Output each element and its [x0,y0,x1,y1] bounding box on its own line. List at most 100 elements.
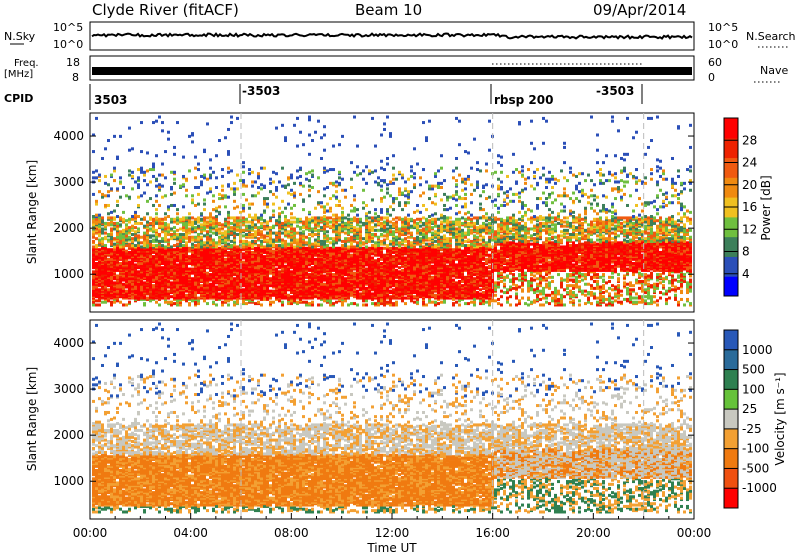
power-cell [329,246,332,250]
power-cell [224,205,227,209]
power-cell [329,224,332,228]
power-cell [260,239,263,243]
power-cell [320,201,323,205]
power-cell [200,212,203,216]
power-cell [353,206,356,210]
power-cell [227,303,230,307]
power-cell [176,228,179,232]
power-cell [269,296,272,300]
power-cell [227,299,230,303]
power-cell [155,221,158,225]
power-cell [134,226,137,230]
power-cell [188,239,191,243]
power-cell [116,199,119,203]
freq-bar-2 [492,67,642,75]
power-cell [278,231,281,235]
power-cell [338,170,341,174]
power-cell [317,237,320,241]
power-cell [299,296,302,300]
power-cell [350,217,353,221]
power-cell [176,208,179,212]
power-cell [104,203,107,207]
power-cell [248,168,251,172]
power-cell [323,210,326,214]
power-cell [173,271,176,275]
power-cell [374,281,377,285]
power-cell [203,234,206,238]
power-cell [215,215,218,219]
power-cell [188,216,191,220]
power-cell [182,155,185,159]
power-cell [383,216,386,220]
power-cell [356,244,359,248]
power-cell [176,284,179,288]
power-cell [323,170,326,174]
power-cell [320,156,323,160]
power-cell [293,203,296,207]
power-cell [263,245,266,249]
power-cell [242,223,245,227]
power-cell [188,169,191,173]
power-cell [299,226,302,230]
power-cell [191,227,194,231]
power-cell [248,202,251,206]
power-cell [152,227,155,231]
power-cell [110,252,113,256]
power-cell [281,300,284,304]
power-cell [194,296,197,300]
power-cell [320,205,323,209]
power-cell [209,226,212,230]
power-cell [242,299,245,303]
power-cell [221,188,224,192]
power-cell [242,255,245,259]
power-cell [278,215,281,219]
power-cell [158,224,161,228]
power-cell [260,248,263,252]
power-cell [164,194,167,198]
power-cell [113,179,116,183]
power-cell [95,285,98,289]
power-cell [290,246,293,250]
power-cell [125,219,128,223]
power-cell [341,244,344,248]
power-cell [161,217,164,221]
power-cell [98,179,101,183]
power-cell [164,288,167,292]
power-cell [191,282,194,286]
power-cell [209,260,212,264]
power-cell [338,223,341,227]
power-cell [155,154,158,158]
power-cell [95,169,98,173]
power-cell [107,212,110,216]
power-cell [233,192,236,196]
power-cell [359,252,362,256]
power-cell [122,217,125,221]
power-cell [317,257,320,261]
power-cell [365,216,368,220]
power-cell [305,300,308,304]
power-cell [173,235,176,239]
power-cell [122,282,125,286]
power-cell [101,227,104,231]
power-cell [359,244,362,248]
power-cell [374,291,377,295]
power-cell [290,188,293,192]
power-cell [101,195,104,199]
power-cell [206,224,209,228]
power-cell [116,203,119,207]
power-cell [104,256,107,260]
power-cell [98,216,101,220]
power-cell [293,216,296,220]
power-cell [350,177,353,181]
power-cell [218,249,221,253]
power-cell [137,234,140,238]
power-cell [197,186,200,190]
power-cell [356,282,359,286]
freq-panel-frame [89,55,695,81]
power-cell [203,148,206,152]
power-cell [365,286,368,290]
power-cell [155,244,158,248]
power-cell [221,303,224,307]
power-cell [299,130,302,134]
power-cell [332,267,335,271]
